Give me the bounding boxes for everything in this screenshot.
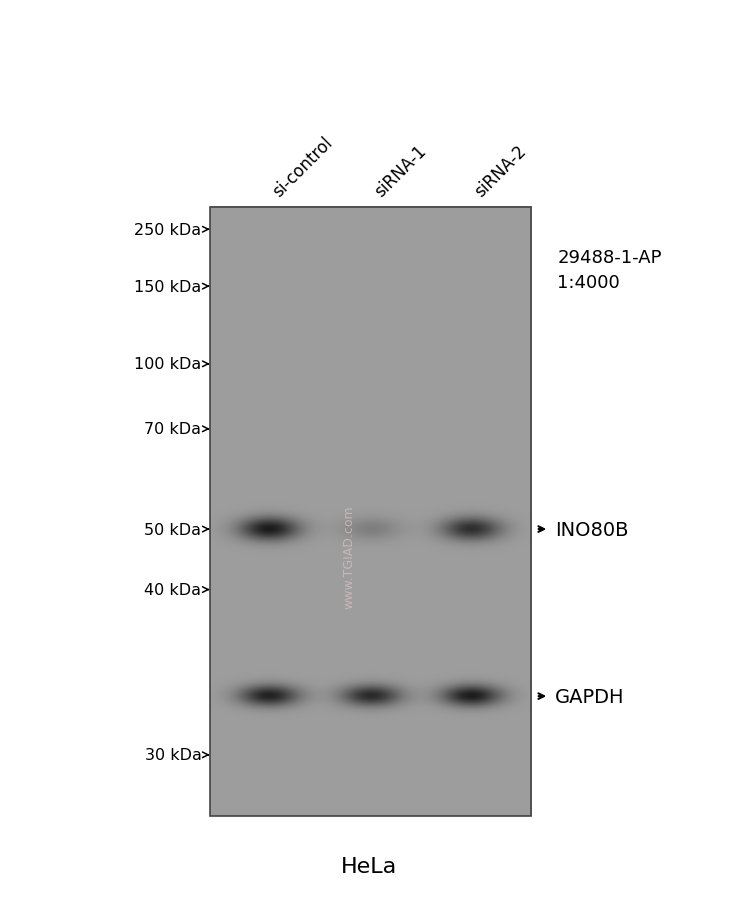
Text: 150 kDa: 150 kDa — [134, 280, 201, 294]
Text: 30 kDa: 30 kDa — [145, 748, 201, 762]
Text: si-control: si-control — [269, 133, 337, 200]
Text: 70 kDa: 70 kDa — [145, 422, 201, 437]
Text: 250 kDa: 250 kDa — [134, 223, 201, 237]
Bar — [210, 207, 531, 816]
Text: 40 kDa: 40 kDa — [145, 583, 201, 597]
Text: 100 kDa: 100 kDa — [134, 357, 201, 372]
Text: INO80B: INO80B — [555, 520, 629, 539]
Text: www.TGIAD.com: www.TGIAD.com — [342, 505, 355, 609]
Text: siRNA-1: siRNA-1 — [371, 142, 430, 200]
Text: 50 kDa: 50 kDa — [145, 522, 201, 537]
Text: HeLa: HeLa — [341, 856, 397, 876]
Text: 29488-1-AP
1:4000: 29488-1-AP 1:4000 — [557, 249, 662, 292]
Text: GAPDH: GAPDH — [555, 686, 624, 706]
Text: siRNA-2: siRNA-2 — [471, 142, 530, 200]
